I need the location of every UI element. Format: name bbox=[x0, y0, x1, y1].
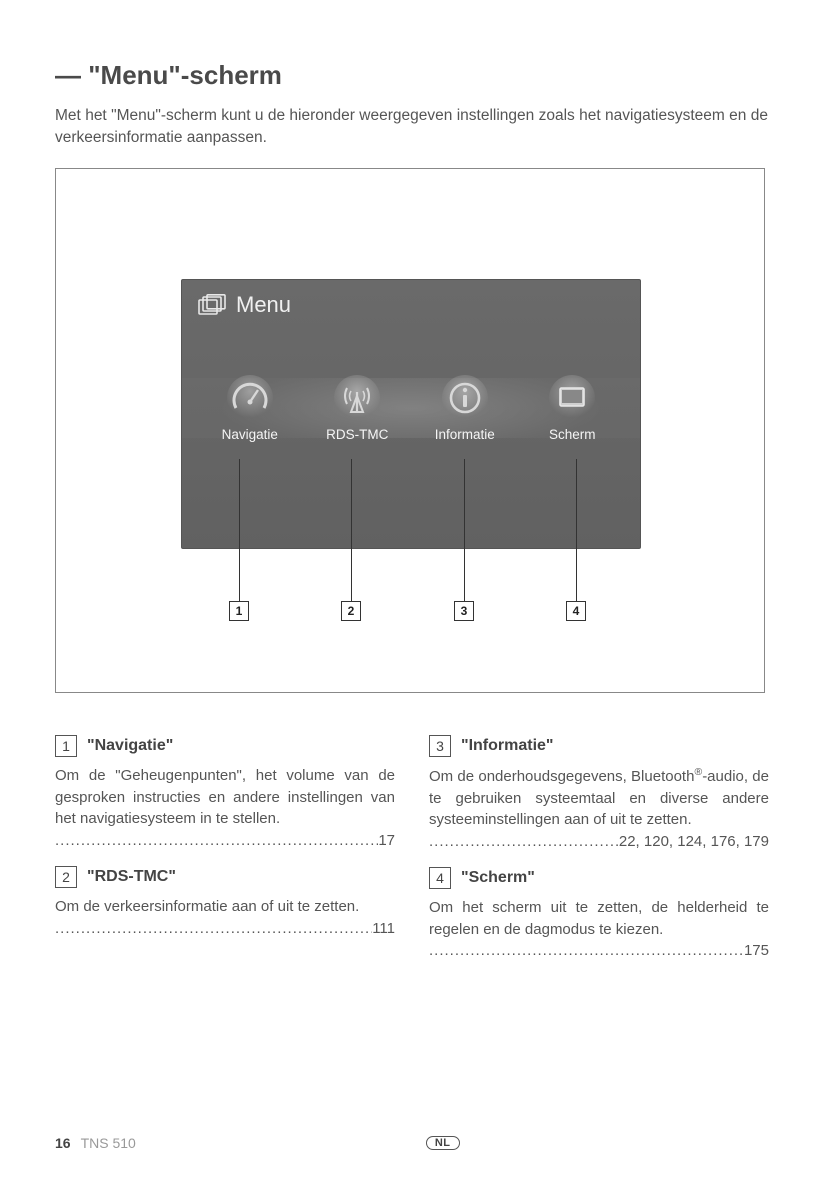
footer-model: TNS 510 bbox=[81, 1135, 136, 1151]
section-header: 3 "Informatie" bbox=[429, 735, 769, 757]
right-column: 3 "Informatie" Om de onderhoudsgegevens, B… bbox=[429, 735, 769, 976]
monitor-icon bbox=[549, 375, 595, 421]
description-columns: 1 "Navigatie" Om de "Geheugenpunten", het … bbox=[55, 735, 768, 976]
section-header: 4 "Scherm" bbox=[429, 867, 769, 889]
section: 4 "Scherm" Om het scherm uit te zetten, de… bbox=[429, 867, 769, 962]
section-title: "Scherm" bbox=[461, 869, 535, 887]
menu-items-row: Navigatie RDS-TMC bbox=[182, 375, 640, 442]
callout-line bbox=[576, 459, 577, 601]
page-reference: 22, 120, 124, 176, 179 bbox=[619, 831, 769, 853]
leader-dots bbox=[429, 940, 744, 962]
callout-number-box: 4 bbox=[566, 601, 586, 621]
section-title: "Informatie" bbox=[461, 737, 554, 755]
section-number-box: 1 bbox=[55, 735, 77, 757]
callout-number-box: 1 bbox=[229, 601, 249, 621]
section-header: 1 "Navigatie" bbox=[55, 735, 395, 757]
callout-number-box: 2 bbox=[341, 601, 361, 621]
menu-item-label: Navigatie bbox=[222, 427, 278, 442]
section: 2 "RDS-TMC" Om de verkeersinformatie aan o… bbox=[55, 866, 395, 940]
menu-item-label: Scherm bbox=[549, 427, 596, 442]
screen-header: Menu bbox=[182, 280, 640, 324]
callout-line bbox=[464, 459, 465, 601]
gauge-icon bbox=[227, 375, 273, 421]
section: 3 "Informatie" Om de onderhoudsgegevens, B… bbox=[429, 735, 769, 853]
section-number-box: 4 bbox=[429, 867, 451, 889]
section-body: Om de "Geheugenpunten", het volume van d… bbox=[55, 765, 395, 852]
left-column: 1 "Navigatie" Om de "Geheugenpunten", het … bbox=[55, 735, 395, 976]
section-number-box: 3 bbox=[429, 735, 451, 757]
section: 1 "Navigatie" Om de "Geheugenpunten", het … bbox=[55, 735, 395, 852]
footer-page-number: 16 bbox=[55, 1135, 71, 1151]
menu-item-scherm[interactable]: Scherm bbox=[527, 375, 617, 442]
leader-dots bbox=[429, 831, 619, 853]
menu-item-label: Informatie bbox=[435, 427, 495, 442]
section-number-box: 2 bbox=[55, 866, 77, 888]
page-reference: 17 bbox=[378, 830, 395, 852]
menu-screen: Menu Navigatie bbox=[181, 279, 641, 549]
menu-item-informatie[interactable]: Informatie bbox=[420, 375, 510, 442]
callout-line bbox=[351, 459, 352, 601]
menu-item-rds-tmc[interactable]: RDS-TMC bbox=[312, 375, 402, 442]
callout-line bbox=[239, 459, 240, 601]
page-footer: 16 TNS 510 NL bbox=[55, 1135, 768, 1151]
section-title: "Navigatie" bbox=[87, 737, 173, 755]
figure-container: Menu Navigatie bbox=[55, 168, 765, 693]
screen-title: Menu bbox=[236, 292, 291, 318]
callout-number-box: 3 bbox=[454, 601, 474, 621]
windows-icon bbox=[198, 294, 226, 316]
menu-item-navigatie[interactable]: Navigatie bbox=[205, 375, 295, 442]
intro-paragraph: Met het "Menu"-scherm kunt u de hieronde… bbox=[55, 105, 768, 150]
leader-dots bbox=[55, 830, 378, 852]
section-header: 2 "RDS-TMC" bbox=[55, 866, 395, 888]
page-reference: 111 bbox=[372, 918, 395, 940]
leader-dots bbox=[55, 918, 372, 940]
antenna-icon bbox=[334, 375, 380, 421]
section-body: Om de onderhoudsgegevens, Bluetooth®-aud… bbox=[429, 765, 769, 853]
page-title: — "Menu"-scherm bbox=[55, 60, 768, 91]
language-badge: NL bbox=[426, 1136, 460, 1150]
section-body: Om het scherm uit te zetten, de helderhe… bbox=[429, 897, 769, 962]
page-reference: 175 bbox=[744, 940, 769, 962]
section-title: "RDS-TMC" bbox=[87, 868, 176, 886]
info-icon bbox=[442, 375, 488, 421]
section-body: Om de verkeersinformatie aan of uit te z… bbox=[55, 896, 395, 940]
menu-item-label: RDS-TMC bbox=[326, 427, 388, 442]
